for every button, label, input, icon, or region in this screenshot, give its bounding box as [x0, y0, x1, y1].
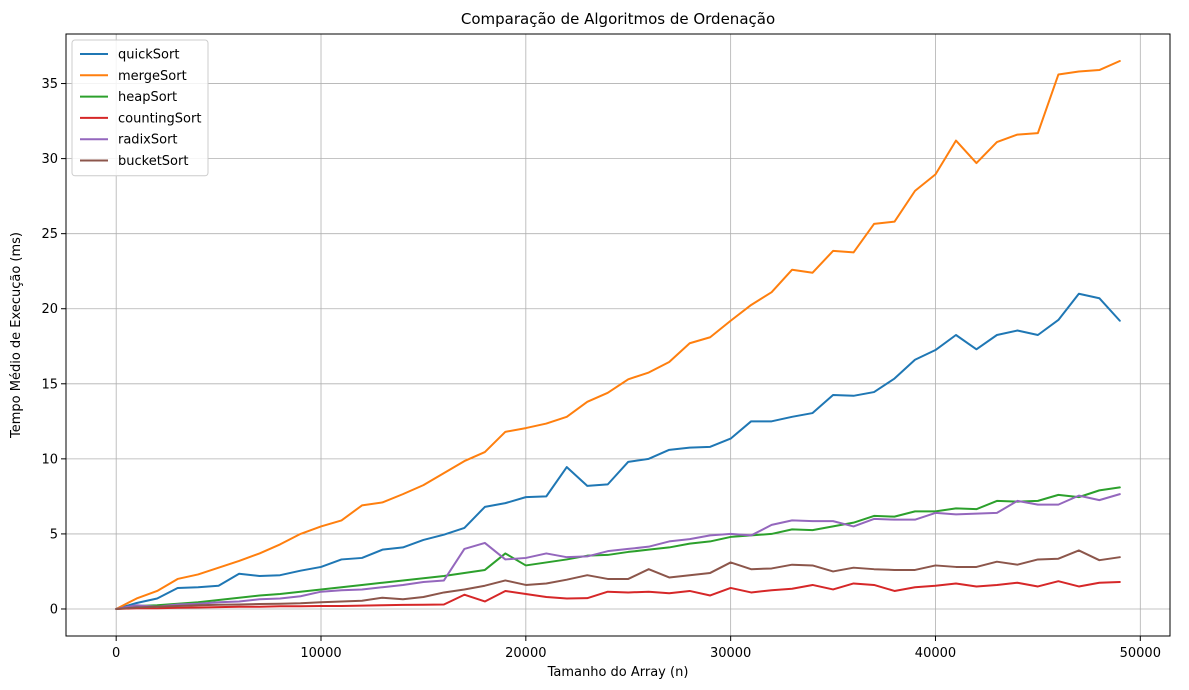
x-tick-label: 40000	[915, 646, 956, 661]
series-line-mergeSort	[115, 60, 1121, 610]
series-line-heapSort	[115, 486, 1121, 610]
y-axis-label: Tempo Médio de Execução (ms)	[9, 232, 24, 439]
y-tick-label: 5	[50, 527, 58, 542]
legend-label-quickSort: quickSort	[118, 48, 179, 63]
y-tick-label: 15	[41, 377, 58, 392]
legend-label-heapSort: heapSort	[118, 90, 177, 105]
x-tick-label: 10000	[300, 646, 341, 661]
legend-label-bucketSort: bucketSort	[118, 154, 188, 169]
legend-label-radixSort: radixSort	[118, 133, 178, 148]
x-tick-label: 0	[112, 646, 120, 661]
x-axis-ticks: 0 10000 20000 30000 40000 50000	[112, 636, 1161, 661]
y-tick-label: 35	[41, 77, 58, 92]
y-axis-ticks: 0 5 10 15 20 25 30 35	[41, 77, 66, 617]
grid	[66, 34, 1170, 636]
series-line-radixSort	[115, 493, 1121, 610]
legend-label-countingSort: countingSort	[118, 111, 201, 126]
series-line-countingSort	[115, 580, 1121, 610]
x-tick-label: 30000	[710, 646, 751, 661]
x-tick-label: 20000	[505, 646, 546, 661]
y-tick-label: 30	[41, 152, 58, 167]
series-lines	[115, 60, 1121, 610]
series-line-quickSort	[115, 292, 1121, 610]
series-line-bucketSort	[115, 549, 1121, 610]
legend-box	[71, 39, 209, 177]
y-tick-label: 20	[41, 302, 58, 317]
y-tick-label: 10	[41, 452, 58, 467]
y-tick-label: 25	[41, 227, 58, 242]
y-tick-label: 0	[50, 602, 58, 617]
plot-area-frame	[65, 33, 1171, 637]
x-tick-label: 50000	[1120, 646, 1161, 661]
legend: quickSort mergeSort heapSort countingSort ra…	[71, 39, 209, 177]
chart-title: Comparação de Algoritmos de Ordenação	[461, 10, 775, 28]
x-axis-label: Tamanho do Array (n)	[547, 665, 689, 680]
legend-label-mergeSort: mergeSort	[118, 69, 187, 84]
